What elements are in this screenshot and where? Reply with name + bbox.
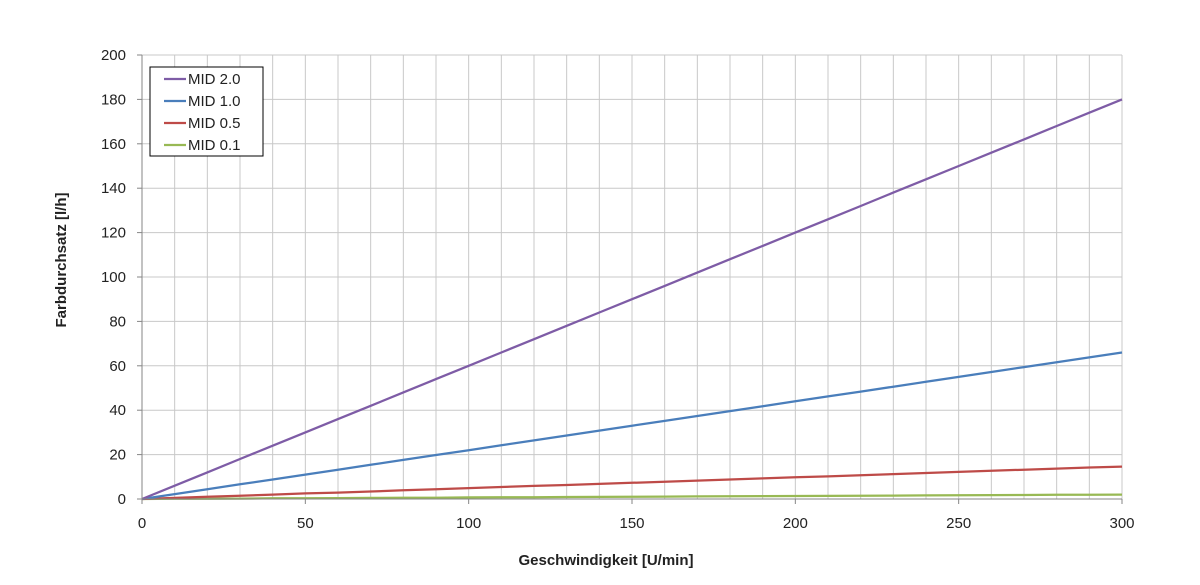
x-tick-label: 100 (456, 515, 481, 532)
legend-box (149, 66, 264, 157)
x-tick-label: 0 (138, 515, 146, 532)
y-tick-label: 60 (109, 358, 126, 375)
y-axis-title: Farbdurchsatz [l/h] (53, 192, 70, 327)
legend: MID 2.0 MID 1.0 MID 0.5 MID 0.1 (149, 66, 264, 157)
x-tick-label: 200 (783, 515, 808, 532)
legend-label: MID 2.0 (188, 71, 241, 88)
series-lines (141, 98, 1123, 501)
x-tick-label: 300 (1109, 515, 1134, 532)
series-line-mid-0-1 (141, 493, 1123, 501)
y-tick-label: 20 (109, 447, 126, 464)
y-tick-label: 40 (109, 402, 126, 419)
y-tick-label: 180 (101, 91, 126, 108)
legend-label: MID 0.5 (188, 115, 241, 132)
grid-lines (142, 54, 1123, 499)
y-tick-label: 80 (109, 313, 126, 330)
series-line-mid-0-5 (141, 465, 1123, 501)
x-axis-title: Geschwindigkeit [U/min] (518, 552, 693, 569)
series-line-mid-1-0 (141, 351, 1123, 501)
legend-label: MID 1.0 (188, 93, 241, 110)
x-tick-label: 50 (297, 515, 314, 532)
legend-label: MID 0.1 (188, 137, 241, 154)
x-tick-labels: 0 50 100 150 200 250 300 (138, 515, 1135, 532)
x-tick-label: 150 (619, 515, 644, 532)
y-tick-label: 200 (101, 47, 126, 64)
y-tick-labels: 0 20 40 60 80 100 120 140 160 180 200 (101, 47, 126, 508)
y-tick-label: 100 (101, 269, 126, 286)
axes (137, 54, 1123, 504)
y-tick-label: 160 (101, 136, 126, 153)
y-tick-label: 0 (118, 491, 126, 508)
x-tick-label: 250 (946, 515, 971, 532)
series-line-mid-2-0 (141, 98, 1123, 501)
y-tick-label: 140 (101, 180, 126, 197)
y-tick-label: 120 (101, 225, 126, 242)
